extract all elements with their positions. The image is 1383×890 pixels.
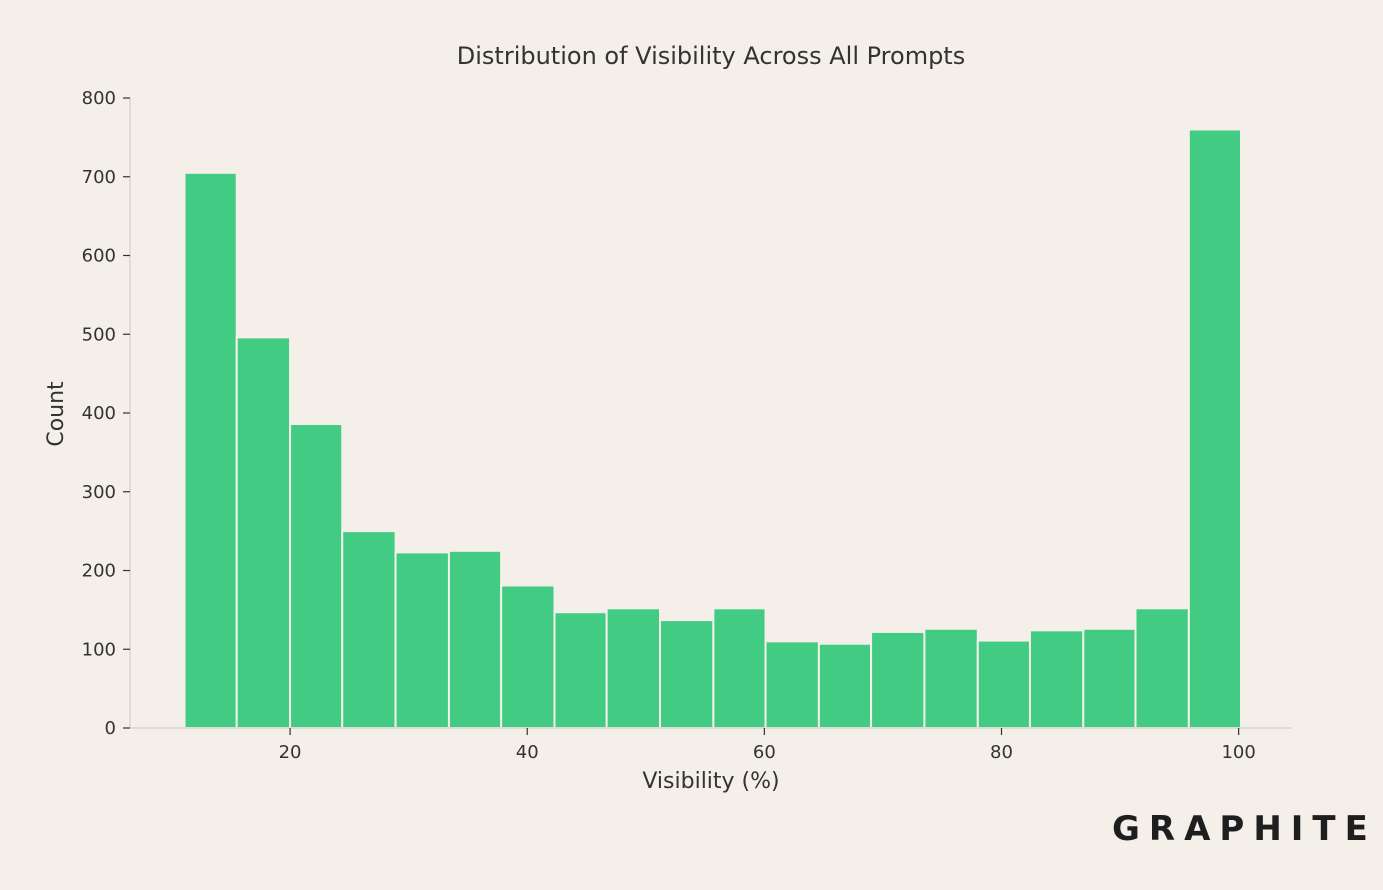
y-tick-label: 300 xyxy=(82,482,116,503)
y-axis: 0 100 200 300 400 500 600 700 800 xyxy=(82,88,131,739)
x-tick-label: 80 xyxy=(990,742,1013,763)
histogram-bar-12 xyxy=(764,640,820,729)
histogram-bar-4 xyxy=(341,530,397,729)
histogram-bar-15 xyxy=(923,627,979,730)
histogram-bar-20 xyxy=(1187,128,1243,729)
x-axis-title: Visibility (%) xyxy=(642,769,779,794)
chart-title: Distribution of Visibility Across All Pr… xyxy=(457,42,965,70)
histogram-bar-10 xyxy=(659,619,715,729)
x-tick-label: 20 xyxy=(279,742,302,763)
histogram-bar-3 xyxy=(289,423,344,729)
y-tick-label: 800 xyxy=(82,88,116,109)
y-tick-label: 100 xyxy=(82,639,116,660)
histogram-bar-17 xyxy=(1028,629,1085,729)
histogram-bar-9 xyxy=(605,607,662,729)
y-tick-label: 600 xyxy=(82,246,116,267)
histogram-bar-19 xyxy=(1134,607,1190,729)
graphite-logo: GRAPHITE xyxy=(1112,809,1377,849)
histogram-bar-14 xyxy=(870,630,926,729)
y-tick-label: 200 xyxy=(82,561,116,582)
y-tick-label: 400 xyxy=(82,403,116,424)
bars-group xyxy=(183,128,1243,730)
y-tick-label: 700 xyxy=(82,167,116,188)
histogram-bar-2 xyxy=(235,336,292,729)
histogram-bar-16 xyxy=(976,639,1031,730)
y-tick-label: 0 xyxy=(105,718,116,739)
histogram-bar-1 xyxy=(183,171,238,729)
histogram-bar-11 xyxy=(712,607,767,729)
x-tick-label: 100 xyxy=(1221,742,1255,763)
histogram-bar-8 xyxy=(553,611,608,729)
x-tick-label: 40 xyxy=(516,742,539,763)
histogram-bar-18 xyxy=(1082,627,1137,730)
histogram-bar-5 xyxy=(394,551,450,730)
histogram-bar-6 xyxy=(447,549,503,729)
histogram-bar-13 xyxy=(817,642,873,729)
x-tick-label: 60 xyxy=(753,742,776,763)
y-tick-label: 500 xyxy=(82,324,116,345)
histogram-bar-7 xyxy=(500,584,556,730)
y-axis-title: Count xyxy=(44,381,69,447)
x-axis: 20 40 60 80 100 xyxy=(130,727,1292,763)
